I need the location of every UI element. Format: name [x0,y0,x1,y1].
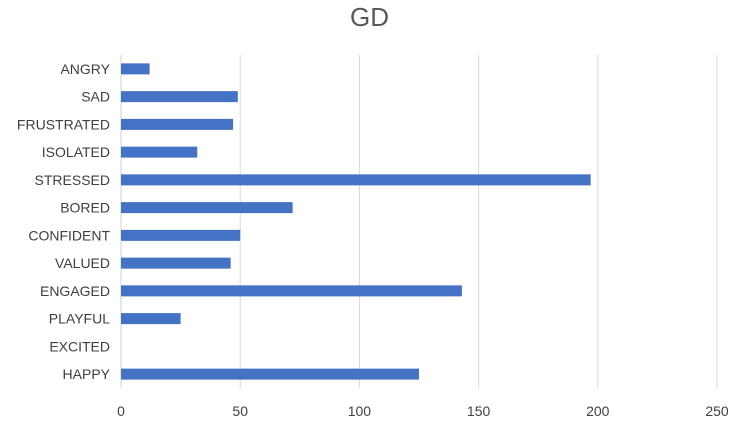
chart-title: GD [350,2,389,32]
category-label-stressed: STRESSED [35,172,110,188]
bar-sad [121,91,238,103]
category-labels: ANGRY SAD FRUSTRATED ISOLATED STRESSED BORED C… [17,61,111,382]
gridlines [120,55,718,388]
bar-playful [121,313,181,325]
category-label-valued: VALUED [55,255,110,271]
bar-engaged [121,285,462,297]
x-tick-labels: 0 50 100 150 200 250 [117,403,729,419]
x-tick-label: 0 [117,403,125,419]
bar-confident [121,229,241,241]
bar-angry [121,63,150,75]
category-label-sad: SAD [81,89,110,105]
category-label-bored: BORED [60,200,110,216]
category-label-isolated: ISOLATED [42,144,110,160]
bar-bored [121,202,293,214]
category-label-angry: ANGRY [60,61,110,77]
x-tick-label: 200 [586,403,610,419]
bar-frustrated [121,118,234,130]
bar-valued [121,257,231,269]
x-tick-label: 150 [467,403,491,419]
bar-isolated [121,146,198,158]
category-label-frustrated: FRUSTRATED [17,116,110,132]
x-tick-label: 50 [232,403,248,419]
category-label-happy: HAPPY [63,366,111,382]
x-tick-label: 250 [705,403,729,419]
x-tick-label: 100 [348,403,372,419]
category-label-engaged: ENGAGED [40,283,110,299]
category-label-playful: PLAYFUL [49,311,110,327]
bar-happy [121,368,419,380]
bar-stressed [121,174,591,186]
category-label-excited: EXCITED [49,338,110,354]
category-label-confident: CONFIDENT [28,227,110,243]
bars [121,63,591,380]
